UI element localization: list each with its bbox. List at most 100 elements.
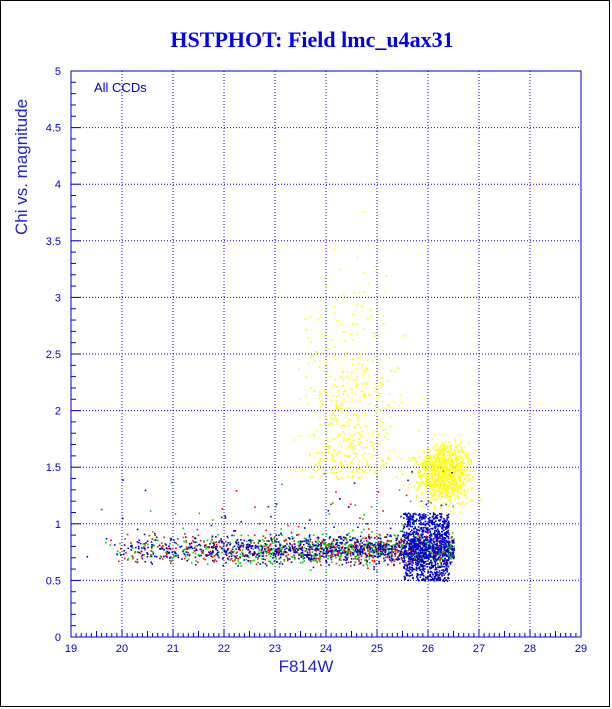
data-point [413,523,415,526]
data-point [470,488,473,490]
data-point [414,543,416,545]
data-point [441,458,443,460]
data-point [385,536,388,538]
data-point [373,442,376,445]
data-point [397,544,399,547]
data-point [329,554,332,557]
data-point [196,528,199,531]
data-point [174,541,176,544]
data-point [410,557,413,559]
data-point [435,498,438,500]
data-point [447,487,449,489]
data-point [386,548,388,550]
data-point [326,409,329,412]
data-point [443,577,446,579]
data-point [345,542,347,544]
data-point [349,377,352,380]
data-point [267,546,269,549]
data-point [453,473,456,476]
data-point [197,561,199,563]
data-point [392,551,395,553]
data-point [442,454,445,456]
data-point [427,578,429,581]
data-point [412,520,415,522]
data-point [384,546,387,549]
data-point [249,560,251,562]
data-point [445,554,447,556]
data-point [441,558,443,560]
data-point [439,545,442,547]
data-point [310,560,312,563]
data-point [333,418,335,421]
data-point [429,483,431,486]
data-point [375,430,377,432]
data-point [422,568,425,570]
data-point [245,544,248,546]
data-point [400,541,403,544]
data-point [394,545,396,548]
data-point [333,540,335,542]
data-point [410,538,413,540]
data-point [308,550,311,553]
data-point [335,452,337,455]
data-point [265,529,267,532]
data-point [308,558,310,560]
data-point [309,559,312,561]
data-point [429,517,431,519]
data-point [429,487,432,489]
data-point [443,562,445,565]
data-point [247,546,250,548]
data-point [368,452,371,455]
data-point [174,551,176,553]
data-point [280,528,282,530]
data-point [331,546,334,549]
data-point [359,562,362,565]
data-point [267,551,269,553]
data-point [192,540,194,542]
data-point [215,560,218,562]
data-point [447,552,450,554]
data-point [281,563,284,565]
data-point [441,575,443,577]
data-point [430,456,432,459]
data-point [428,482,431,484]
data-point [382,460,384,463]
data-point [278,534,280,536]
data-point [378,546,381,549]
data-point [143,547,145,550]
data-point [339,268,341,271]
data-point [237,557,240,560]
data-point [441,543,444,546]
data-point [449,456,452,458]
data-point [331,550,333,552]
data-point [262,551,265,553]
data-point [453,554,455,557]
data-point [235,562,237,565]
data-point [373,555,376,558]
data-point [233,545,236,547]
data-point [397,455,399,458]
data-point [321,555,323,557]
data-point [383,557,385,560]
data-point [416,577,419,580]
data-point [437,573,439,576]
data-point [437,455,439,458]
data-point [282,550,285,553]
data-point [191,562,193,564]
data-point [339,470,342,472]
data-point [425,535,428,538]
data-point [263,540,265,542]
data-point [415,498,418,501]
data-point [251,560,253,562]
data-point [420,534,423,536]
data-point [428,555,431,557]
data-point [256,558,259,560]
data-point [422,530,424,533]
data-point [308,534,311,536]
data-point [368,552,371,554]
data-point [452,453,455,455]
data-point [279,549,282,551]
data-point [453,454,455,457]
data-point [361,462,364,465]
data-point [355,555,358,557]
